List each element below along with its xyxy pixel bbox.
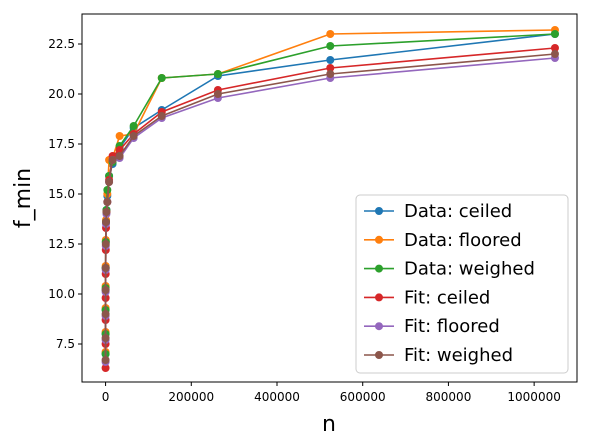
y-axis: 7.5 10.0 12.5 15.0 17.5 20.0 22.5 bbox=[48, 37, 82, 351]
y-tick-label: 10.0 bbox=[48, 287, 75, 301]
y-axis-label: f_min bbox=[11, 168, 36, 228]
y-tick-label: 12.5 bbox=[48, 237, 75, 251]
x-tick-label: 400000 bbox=[254, 390, 300, 404]
data-point bbox=[550, 44, 559, 52]
x-tick-label: 200000 bbox=[168, 390, 214, 404]
data-point bbox=[129, 122, 138, 130]
data-point bbox=[101, 356, 110, 364]
legend: Data: ceiled Data: floored Data: weighed Fi… bbox=[355, 194, 569, 374]
data-point bbox=[326, 42, 335, 50]
legend-entry: Fit: floored bbox=[364, 316, 500, 337]
data-point bbox=[105, 178, 114, 186]
x-axis: 0 200000 400000 600000 800000 1000000 bbox=[102, 382, 561, 404]
series-layer bbox=[101, 26, 559, 372]
data-point bbox=[326, 30, 335, 38]
data-point bbox=[103, 198, 112, 206]
data-point bbox=[213, 70, 222, 78]
data-point bbox=[108, 156, 117, 164]
plot-frame bbox=[81, 13, 578, 383]
data-point bbox=[102, 218, 111, 226]
y-tick-label: 22.5 bbox=[48, 37, 75, 51]
data-point bbox=[326, 56, 335, 64]
y-tick-label: 20.0 bbox=[48, 87, 75, 101]
legend-marker bbox=[375, 293, 383, 302]
legend-marker bbox=[375, 207, 383, 215]
legend-box bbox=[355, 194, 569, 374]
data-point bbox=[101, 364, 110, 372]
legend-marker bbox=[375, 351, 383, 359]
data-point bbox=[101, 334, 110, 342]
data-point bbox=[550, 50, 559, 58]
data-point bbox=[102, 208, 111, 216]
legend-label: Fit: weighed bbox=[404, 345, 513, 366]
legend-entry: Fit: weighed bbox=[364, 345, 513, 366]
data-point bbox=[115, 132, 124, 140]
x-tick-label: 600000 bbox=[340, 390, 386, 404]
y-tick-label: 7.5 bbox=[56, 337, 75, 351]
data-point bbox=[101, 240, 110, 248]
legend-entry: Data: ceiled bbox=[364, 201, 512, 222]
legend-entry: Data: floored bbox=[364, 230, 522, 251]
x-tick-label: 800000 bbox=[426, 390, 472, 404]
legend-marker bbox=[375, 264, 383, 273]
x-axis-label: n bbox=[322, 412, 336, 437]
data-point bbox=[550, 30, 559, 38]
legend-entry: Fit: ceiled bbox=[364, 287, 490, 308]
legend-label: Fit: ceiled bbox=[404, 287, 490, 308]
x-tick-label: 0 bbox=[102, 390, 110, 404]
data-point bbox=[101, 310, 110, 318]
data-point bbox=[326, 70, 335, 78]
data-point bbox=[115, 152, 124, 160]
y-tick-label: 15.0 bbox=[48, 187, 75, 201]
data-point bbox=[101, 286, 110, 294]
legend-label: Data: weighed bbox=[404, 259, 535, 280]
data-point bbox=[326, 64, 335, 72]
x-tick-label: 1000000 bbox=[507, 390, 560, 404]
legend-label: Data: ceiled bbox=[404, 201, 512, 222]
data-point bbox=[129, 132, 138, 140]
data-point bbox=[101, 264, 110, 272]
legend-entry: Data: weighed bbox=[364, 259, 535, 280]
data-point bbox=[213, 90, 222, 98]
legend-marker bbox=[375, 322, 383, 331]
legend-marker bbox=[375, 235, 383, 244]
series-6 bbox=[101, 50, 559, 364]
y-tick-label: 17.5 bbox=[48, 137, 75, 151]
data-point bbox=[157, 74, 166, 82]
legend-label: Data: floored bbox=[404, 230, 522, 251]
data-point bbox=[157, 112, 166, 120]
legend-label: Fit: floored bbox=[404, 316, 500, 337]
